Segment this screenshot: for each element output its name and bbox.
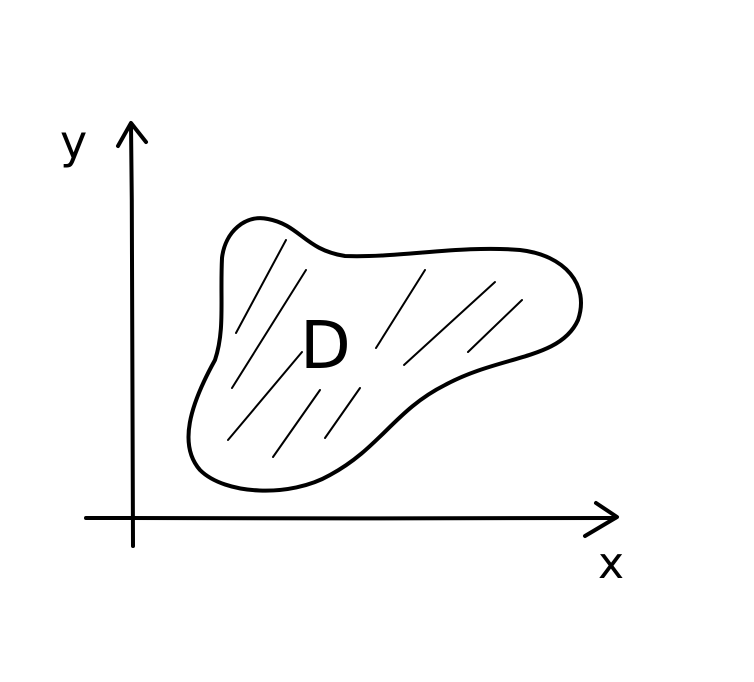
y-axis-arrowhead bbox=[116, 121, 148, 148]
hatch-line bbox=[467, 299, 523, 353]
region-d-hatching bbox=[227, 239, 523, 458]
region-d-boundary bbox=[186, 216, 583, 493]
hatch-line bbox=[375, 269, 426, 349]
hatch-line bbox=[403, 281, 496, 366]
region-d-label: D bbox=[300, 307, 351, 384]
hatch-line bbox=[227, 351, 303, 441]
y-axis-label: y bbox=[60, 115, 87, 169]
hatch-line bbox=[231, 269, 307, 389]
hatch-line bbox=[235, 239, 287, 334]
hatch-line bbox=[324, 387, 361, 439]
x-axis-arrowhead bbox=[583, 501, 619, 538]
y-axis-line bbox=[129, 123, 135, 548]
x-axis bbox=[84, 501, 619, 538]
x-axis-label: x bbox=[598, 538, 624, 589]
hatch-line bbox=[272, 389, 321, 458]
y-axis bbox=[116, 121, 148, 548]
